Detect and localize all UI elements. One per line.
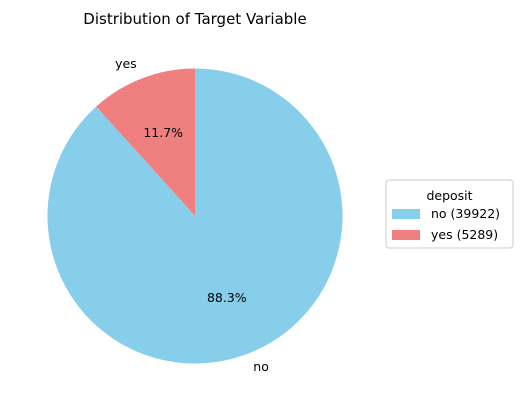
legend-swatch-1 — [392, 230, 420, 240]
slice-percent-yes: 11.7% — [143, 125, 183, 140]
legend-swatch-0 — [392, 209, 420, 219]
legend-entry-1: yes (5289) — [431, 227, 498, 242]
chart-title: Distribution of Target Variable — [83, 10, 306, 28]
pie-slice-yes — [96, 68, 195, 216]
legend-title: deposit — [426, 188, 472, 203]
legend: deposit no (39922) yes (5289) — [385, 179, 514, 249]
slices-group — [47, 68, 343, 364]
slice-label-no: no — [253, 359, 269, 374]
slice-label-yes: yes — [115, 56, 137, 71]
labels-group: yes 11.7% no 88.3% — [115, 56, 269, 374]
legend-entry-0: no (39922) — [431, 206, 500, 221]
slice-percent-no: 88.3% — [207, 290, 247, 305]
pie-slice-no — [47, 68, 343, 364]
